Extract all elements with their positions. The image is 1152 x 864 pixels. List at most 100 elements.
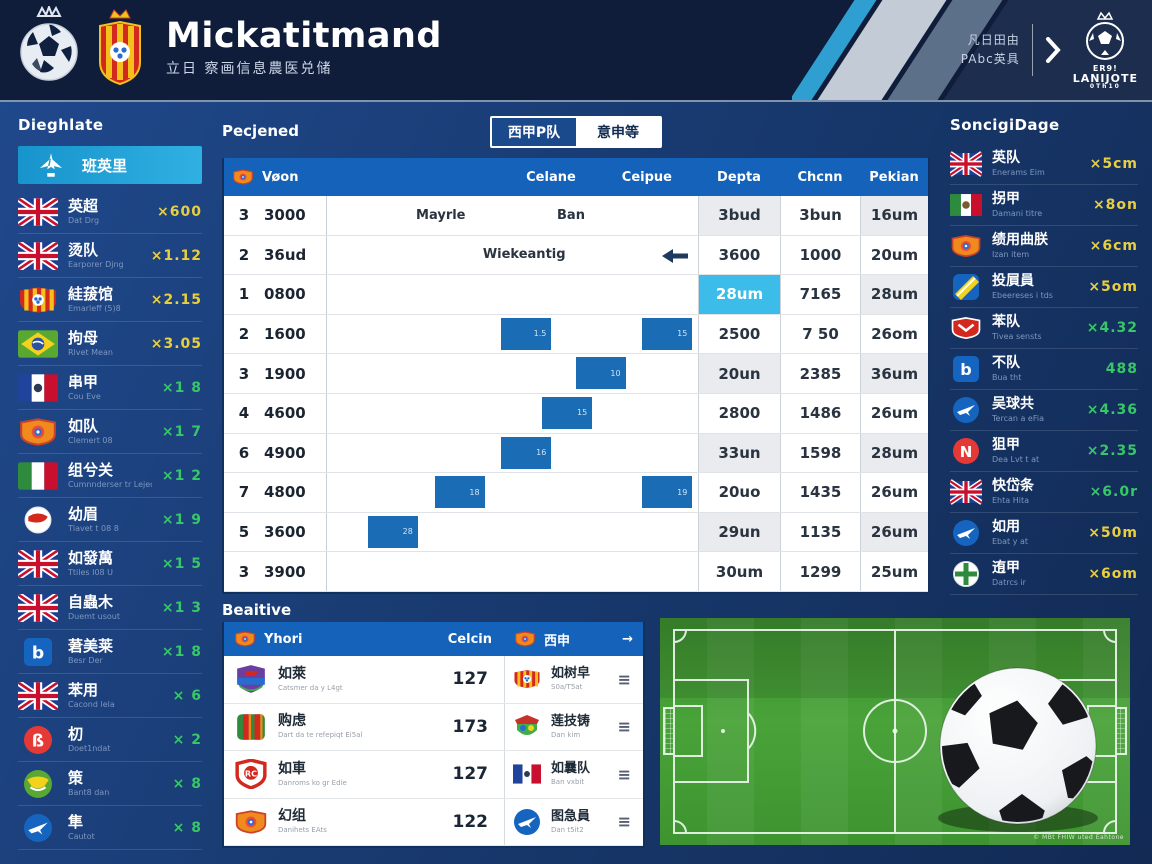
team-list-item[interactable]: 如用 Ebat y at ×50m (950, 513, 1138, 554)
team-list-item[interactable]: 苯队 Tivea sensts ×4.32 (950, 308, 1138, 349)
fixture-pos: 7 (238, 483, 250, 502)
fixture-time: 36ud (264, 245, 307, 264)
menu-burger-icon[interactable]: ≡ (617, 764, 631, 784)
team-list-item[interactable]: 幼眉 Tlavet t 08 8 ×1 9 (18, 498, 202, 542)
standings-team-subtitle: Ban vxbit (551, 778, 585, 787)
fixture-row[interactable]: 1 0800 28um 7165 28um (224, 275, 928, 315)
menu-burger-icon[interactable]: ≡ (617, 812, 631, 832)
standings-header-right: 西申 (544, 633, 571, 649)
circle-b-icon: b (18, 637, 58, 666)
svg-text:N: N (960, 443, 973, 461)
team-subtitle: Cautot (68, 832, 95, 842)
fixture-row[interactable]: 6 4900 16 33un 1598 28um (224, 433, 928, 474)
team-subtitle: Bua tht (992, 373, 1022, 383)
fixture-row[interactable]: 3 3900 30um 1299 25um (224, 552, 928, 592)
team-list-item[interactable]: 英超 Dat Drg ×600 (18, 190, 202, 234)
team-subtitle: Doet1ndat (68, 744, 111, 754)
team-list-item[interactable]: b 莙美莱 Besr Der ×1 8 (18, 630, 202, 674)
team-list-item[interactable]: b 不队 Bua tht 488 (950, 349, 1138, 390)
team-list-item[interactable]: 拐甲 Damani titre ×8on (950, 185, 1138, 226)
standings-crest-icon (234, 629, 256, 649)
fixture-row[interactable]: 2 1600 1.5 15 2500 7 50 26om (224, 314, 928, 355)
gantt-block[interactable]: 16 (501, 436, 552, 469)
chevron-right-icon[interactable] (1045, 37, 1061, 63)
table-crest-icon (232, 167, 254, 187)
fixture-time: 0800 (264, 285, 306, 304)
gantt-block[interactable]: 15 (542, 396, 593, 429)
arrow-right-icon[interactable]: → (622, 631, 633, 647)
standings-right-cell[interactable]: 如树皁 S0a/T5at ≡ (504, 656, 643, 703)
standings-left-cell[interactable]: 如萊 Catsmer da y L4gt 127 (224, 656, 504, 703)
team-odds: ×8on (1092, 197, 1138, 213)
gantt-block[interactable]: 1.5 (501, 317, 552, 350)
starball-logo-icon (18, 6, 80, 90)
standings-team-name: 幻组 (278, 808, 306, 825)
team-list-item[interactable]: 策 Bant8 dan × 8 (18, 762, 202, 806)
team-list-item[interactable]: 拘母 Rlvet Mean ×3.05 (18, 322, 202, 366)
team-list-item[interactable]: 絓菝馆 Emarleff (5)8 ×2.15 (18, 278, 202, 322)
standings-left-cell[interactable]: RC 如車 Danroms ko gr Edie 127 (224, 751, 504, 798)
team-name: 投屓員 (992, 272, 1034, 289)
team-subtitle: Ebeereses i tds (992, 291, 1053, 301)
sidebar-featured-item[interactable]: 班英里 (18, 146, 202, 184)
team-list-item[interactable]: N 狙甲 Dea Lvt t at ×2.35 (950, 431, 1138, 472)
menu-burger-icon[interactable]: ≡ (617, 669, 631, 689)
standings-body: 如萊 Catsmer da y L4gt 127 如树皁 S0a/T5at ≡ … (224, 656, 643, 846)
tab-league-1[interactable]: 西甲P队 (492, 118, 576, 146)
gantt-block[interactable]: 15 (642, 317, 693, 350)
team-list-item[interactable]: 烫队 Earporer Djng ×1.12 (18, 234, 202, 278)
standings-left-cell[interactable]: 幻组 Danihets EAts 122 (224, 799, 504, 846)
menu-burger-icon[interactable]: ≡ (617, 717, 631, 737)
fixture-row[interactable]: 5 3600 28 29un 1135 26um (224, 512, 928, 553)
standings-team-subtitle: Danroms ko gr Edie (278, 778, 347, 787)
standings-row[interactable]: 购虑 Dart da te refepiqt Ei5al 173 莲技铸 Dan… (224, 703, 643, 751)
fixture-row[interactable]: 7 4800 18 19 20uo 1435 26um (224, 473, 928, 513)
team-list-item[interactable]: 如發萬 Ttiles I08 U ×1 5 (18, 542, 202, 586)
fixture-row[interactable]: 3 3000 Mayrle Ban 3bud 3bun 16um (224, 196, 928, 236)
team-list-item[interactable]: 如队 Clemert 08 ×1 7 (18, 410, 202, 454)
team-list-item[interactable]: 快岱条 Ehta Hita ×6.0r (950, 472, 1138, 513)
standings-row[interactable]: 如萊 Catsmer da y L4gt 127 如树皁 S0a/T5at ≡ (224, 656, 643, 704)
team-list-item[interactable]: 组兮关 Cumnnderser tr Lejed ×1 2 (18, 454, 202, 498)
team-name: 如發萬 (68, 548, 114, 567)
standings-row[interactable]: RC 如車 Danroms ko gr Edie 127 如曩队 Ban vxb… (224, 751, 643, 799)
fixture-time: 1900 (264, 364, 306, 383)
standings-crest2-icon (514, 629, 536, 649)
team-list-item[interactable]: 绩用曲朕 Izan item ×6cm (950, 226, 1138, 267)
team-name: 组兮关 (68, 460, 114, 479)
fixture-row[interactable]: 2 36ud Wiekeantig 3600 1000 20um (224, 235, 928, 276)
fixture-row[interactable]: 4 4600 15 2800 1486 26um (224, 393, 928, 434)
team-odds: 488 (1105, 361, 1138, 377)
gantt-block[interactable]: 10 (575, 357, 626, 390)
team-list-item[interactable]: 迶甲 Datrcs ir ×6om (950, 554, 1138, 595)
circle-n-icon: N (950, 438, 982, 464)
standings-row[interactable]: 幻组 Danihets EAts 122 图急員 Dan t5it2 ≡ (224, 798, 643, 846)
header-brand: Mickatitmand 立日 察画信息農医兑储 (18, 6, 442, 90)
gantt-block[interactable]: 19 (642, 476, 693, 509)
standings-left-cell[interactable]: 购虑 Dart da te refepiqt Ei5al 173 (224, 704, 504, 751)
fixture-row[interactable]: 3 1900 10 20un 2385 36um (224, 354, 928, 394)
header-right: 凡日田由 PAbc英具 ER9! LANIJOTE 0Th10 (961, 0, 1138, 100)
team-list-item[interactable]: ß 朷 Doet1ndat × 2 (18, 718, 202, 762)
standings-right-cell[interactable]: 图急員 Dan t5it2 ≡ (504, 798, 643, 845)
team-list-item[interactable]: 自蟲木 Duemt usout ×1 3 (18, 586, 202, 630)
team-list-item[interactable]: 串甲 Cou Eve ×1 8 (18, 366, 202, 410)
svg-text:b: b (960, 360, 971, 379)
standings-right-cell[interactable]: 如曩队 Ban vxbit ≡ (504, 751, 643, 798)
team-odds: ×1.12 (150, 247, 202, 264)
team-list-item[interactable]: 隼 Cautot × 8 (18, 806, 202, 850)
gantt-block[interactable]: 18 (434, 476, 485, 509)
tab-league-2[interactable]: 意申等 (576, 118, 660, 146)
standings-value: 127 (452, 669, 489, 690)
team-list-item[interactable]: 苯用 Cacond lela × 6 (18, 674, 202, 718)
fixture-col3: 26um (860, 393, 928, 433)
team-list-item[interactable]: 投屓員 Ebeereses i tds ×5om (950, 267, 1138, 308)
standings-team-subtitle: Dan kim (551, 730, 581, 739)
standings-team-name: 如树皁 (551, 666, 591, 682)
team-list-item[interactable]: 英队 Enerams Eim ×5cm (950, 144, 1138, 185)
gantt-block[interactable]: 28 (367, 515, 418, 548)
fixture-col1: 2800 (698, 393, 780, 433)
team-odds: ×5cm (1089, 156, 1138, 172)
standings-right-cell[interactable]: 莲技铸 Dan kim ≡ (504, 703, 643, 750)
team-list-item[interactable]: 吴球共 Tercan a eFia ×4.36 (950, 390, 1138, 431)
